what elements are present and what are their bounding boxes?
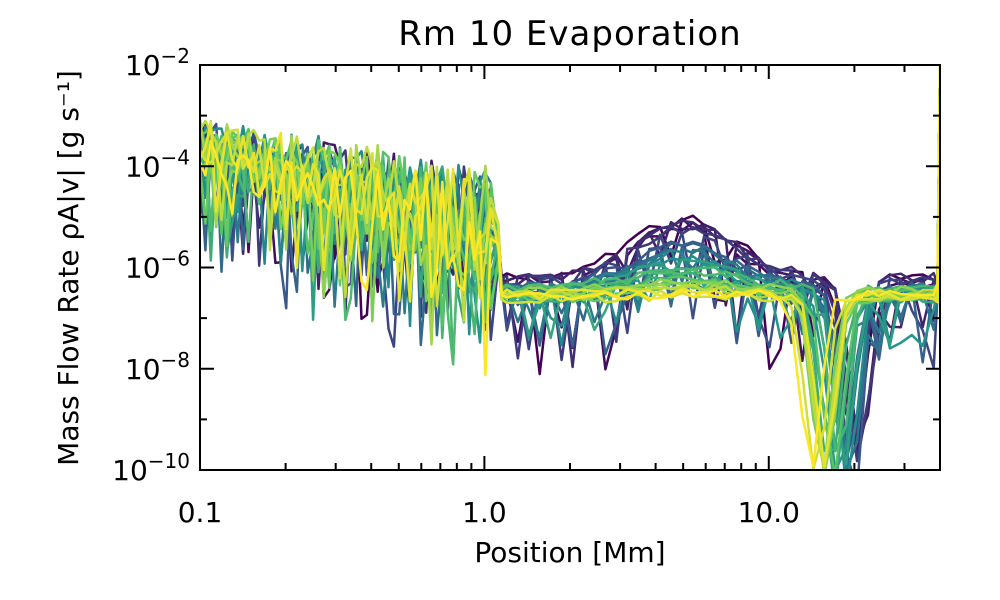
y-tick-label: 10−10 <box>112 449 190 487</box>
y-tick-label: 10−2 <box>125 44 190 82</box>
x-axis-label: Position [Mm] <box>474 536 665 569</box>
x-tick-label: 10.0 <box>738 496 800 529</box>
x-tick-label: 0.1 <box>178 496 223 529</box>
y-tick-label: 10−8 <box>125 348 190 386</box>
chart-title: Rm 10 Evaporation <box>398 14 741 54</box>
y-tick-labels: 10−10 10−8 10−6 10−4 10−2 <box>112 44 190 487</box>
y-axis-label: Mass Flow Rate ρA|v| [g s⁻¹] <box>52 70 85 466</box>
series-layer <box>200 65 940 470</box>
series-line <box>200 65 940 468</box>
y-tick-label: 10−4 <box>125 145 190 183</box>
x-tick-label: 1.0 <box>462 496 507 529</box>
y-tick-label: 10−6 <box>125 247 190 285</box>
ticks-layer <box>199 64 941 471</box>
x-tick-labels: 0.1 1.0 10.0 <box>178 496 800 529</box>
